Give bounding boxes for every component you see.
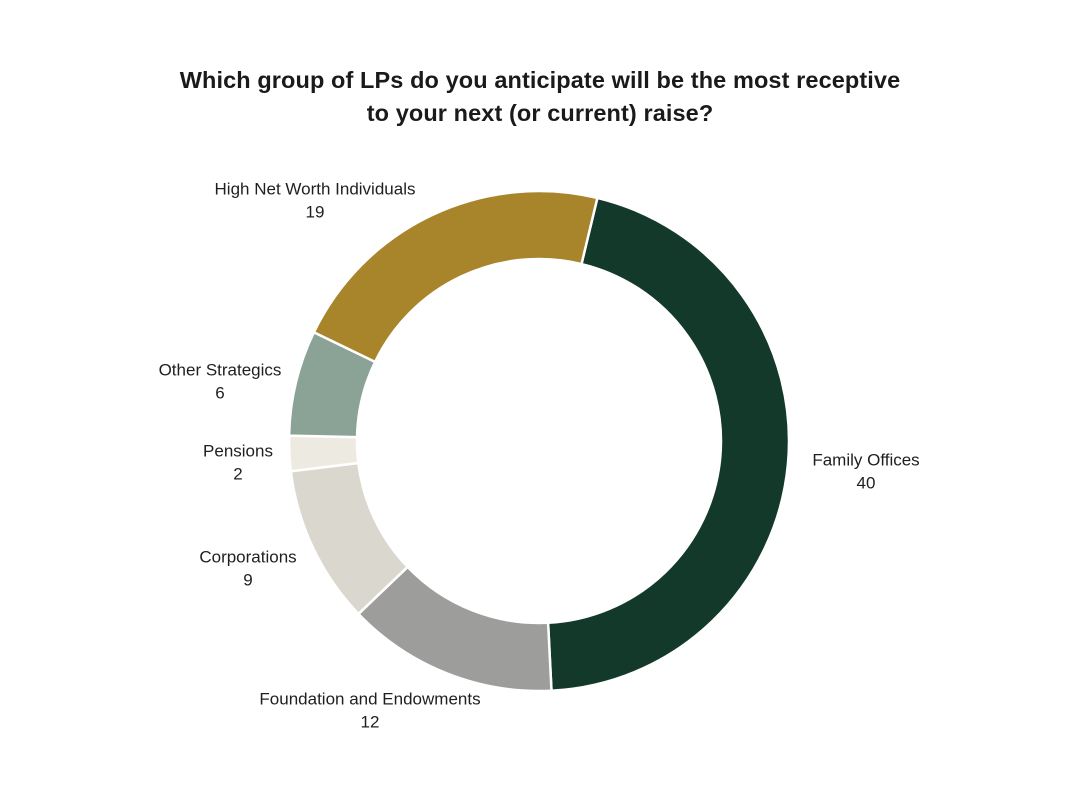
slice-value-text: 19 xyxy=(305,202,325,221)
chart-title: Which group of LPs do you anticipate wil… xyxy=(0,64,1080,130)
slice-label-other-strategics: Other Strategics 6 xyxy=(159,360,282,405)
slice-label-corporations: Corporations 9 xyxy=(199,547,296,592)
slice-label-text: High Net Worth Individuals xyxy=(214,179,416,199)
slice-label-text: Pensions xyxy=(203,441,273,461)
slice-label-text: Family Offices xyxy=(812,450,920,470)
chart-title-line-2: to your next (or current) raise? xyxy=(366,100,714,126)
slice-label-text: Corporations xyxy=(199,547,297,567)
slice-label-text: Other Strategics xyxy=(158,360,282,380)
slice-label-pensions: Pensions 2 xyxy=(203,441,273,486)
slice-value-text: 6 xyxy=(215,383,225,402)
slice-label-foundation-and-endowments: Foundation and Endowments 12 xyxy=(259,689,480,734)
slice-value-text: 9 xyxy=(243,570,253,589)
chart-title-line-1: Which group of LPs do you anticipate wil… xyxy=(179,67,901,93)
slice-label-family-offices: Family Offices 40 xyxy=(812,450,919,495)
slice-value-text: 12 xyxy=(360,712,380,731)
donut-segment-high-net-worth-individuals[interactable] xyxy=(312,189,599,364)
slice-label-text: Foundation and Endowments xyxy=(259,689,481,709)
slice-value-text: 40 xyxy=(856,473,876,492)
donut-segment-family-offices[interactable] xyxy=(546,196,791,692)
slice-value-text: 2 xyxy=(233,464,243,483)
slice-label-high-net-worth-individuals: High Net Worth Individuals 19 xyxy=(215,179,416,224)
